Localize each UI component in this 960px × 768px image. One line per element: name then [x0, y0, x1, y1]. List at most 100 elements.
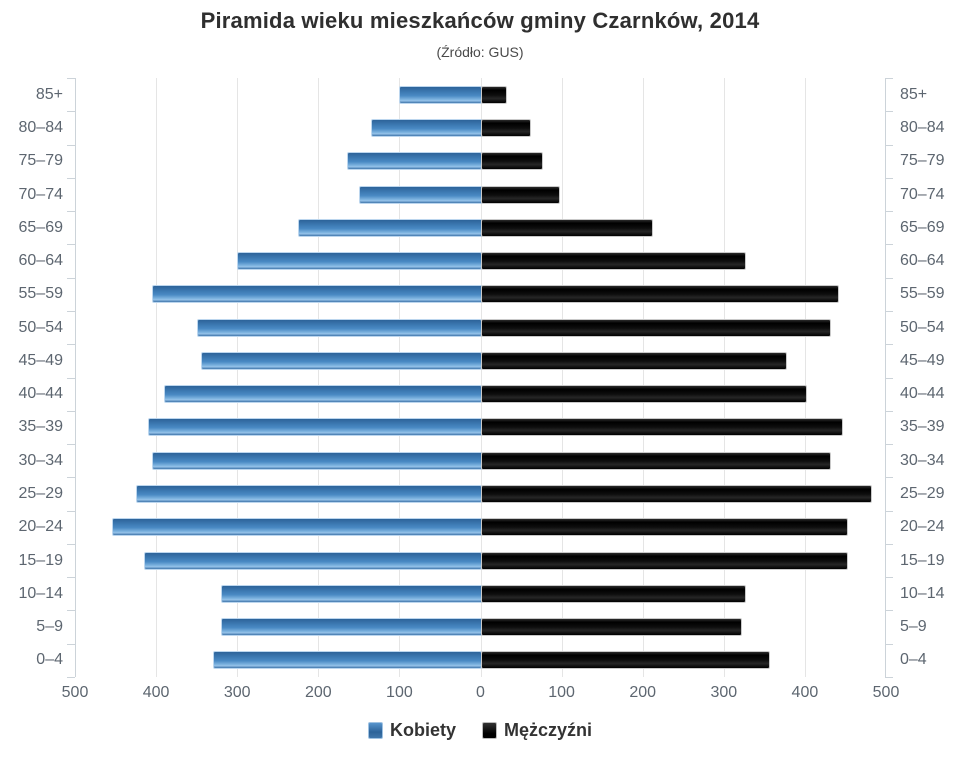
- axis-tick: [67, 544, 75, 545]
- female-bar: [111, 518, 483, 537]
- plot-area: [67, 78, 893, 678]
- axis-tick: [67, 78, 75, 79]
- female-bar: [399, 85, 483, 104]
- age-label-right: 15–19: [900, 551, 945, 569]
- female-bar: [152, 451, 483, 470]
- female-bar: [148, 418, 483, 437]
- gridline: [237, 78, 239, 677]
- age-labels-left: 85+ 80–84 75–79 70–74 65–69 60–64 55–59 50–54 45…: [0, 78, 64, 677]
- axis-tick: [885, 344, 893, 345]
- age-label-right: 75–79: [900, 152, 945, 170]
- age-label-right: 0–4: [900, 651, 927, 669]
- age-label-right: 35–39: [900, 418, 945, 436]
- age-label-right: 30–34: [900, 451, 945, 469]
- gridline: [804, 78, 806, 677]
- axis-tick: [67, 278, 75, 279]
- axis-tick: [885, 78, 893, 79]
- gridline: [723, 78, 725, 677]
- axis-tick: [67, 344, 75, 345]
- male-bar: [480, 351, 787, 370]
- chart-title: Piramida wieku mieszkańców gminy Czarnkó…: [200, 8, 760, 33]
- axis-tick: [885, 278, 893, 279]
- axis-tick: [67, 111, 75, 112]
- age-label-left: 45–49: [18, 351, 64, 369]
- x-axis-tick-label: 500: [61, 684, 89, 701]
- gridline: [642, 78, 644, 677]
- male-bar: [480, 551, 848, 570]
- age-label-left: 25–29: [18, 485, 64, 502]
- axis-tick: [885, 411, 893, 412]
- axis-tick: [885, 311, 893, 312]
- female-bar: [164, 385, 483, 404]
- male-bar: [480, 584, 747, 603]
- male-bar: [480, 518, 848, 537]
- female-bar: [135, 485, 483, 503]
- age-label-left: 80–84: [18, 118, 64, 136]
- legend-item-male[interactable]: Mężczyźni: [481, 720, 592, 741]
- male-bar: [480, 651, 771, 670]
- gridline: [399, 78, 401, 677]
- axis-tick: [67, 444, 75, 445]
- age-label-right: 60–64: [900, 252, 945, 269]
- male-bar: [480, 385, 807, 404]
- age-labels-right: 85+ 80–84 75–79 70–74 65–69 60–64 55–59 50–54 45…: [900, 78, 960, 677]
- male-bar: [480, 285, 840, 304]
- age-label-right: 45–49: [900, 351, 945, 369]
- axis-tick: [885, 644, 893, 645]
- x-axis-tick-label: 100: [386, 684, 413, 701]
- x-axis-labels: 500 400 300 200 100 0 100 200 300 400 500: [62, 684, 900, 706]
- male-swatch-icon: [481, 722, 497, 739]
- male-bar: [480, 118, 532, 137]
- age-label-left: 75–79: [18, 152, 64, 170]
- female-bar: [212, 651, 483, 670]
- male-bar: [480, 618, 742, 637]
- axis-tick: [67, 178, 75, 179]
- female-bar: [143, 551, 483, 570]
- male-bar: [480, 185, 560, 204]
- axis-tick: [67, 145, 75, 146]
- female-bar: [221, 618, 483, 637]
- x-axis-tick-label: 400: [791, 684, 819, 701]
- legend-item-female[interactable]: Kobiety: [367, 720, 456, 741]
- axis-tick: [885, 544, 893, 545]
- x-axis-tick-label: 400: [142, 684, 170, 701]
- female-bar: [152, 285, 483, 304]
- female-swatch-icon: [367, 722, 383, 739]
- axis-tick: [67, 244, 75, 245]
- axis-tick: [67, 211, 75, 212]
- legend: Kobiety Mężczyźni: [0, 720, 960, 741]
- age-label-right: 65–69: [900, 218, 945, 236]
- age-label-left: 65–69: [18, 218, 64, 236]
- age-label-left: 60–64: [18, 252, 64, 269]
- axis-tick: [885, 444, 893, 445]
- axis-tick: [67, 477, 75, 478]
- age-label-right: 10–14: [900, 584, 945, 602]
- age-label-right: 20–24: [900, 518, 945, 536]
- axis-line-left: [75, 78, 76, 677]
- x-axis-tick-label: 0: [476, 684, 485, 701]
- axis-line-right: [885, 78, 886, 677]
- x-axis-tick-label: 300: [710, 684, 738, 701]
- female-bar: [371, 118, 483, 137]
- age-label-left: 35–39: [18, 418, 64, 436]
- axis-tick: [67, 311, 75, 312]
- male-bar: [480, 451, 832, 470]
- age-label-right: 25–29: [900, 485, 945, 502]
- axis-tick: [885, 178, 893, 179]
- age-label-left: 70–74: [18, 185, 64, 203]
- axis-tick: [67, 378, 75, 379]
- male-bar: [480, 485, 872, 503]
- axis-tick: [885, 610, 893, 611]
- female-bar: [196, 318, 483, 337]
- age-label-left: 15–19: [18, 551, 64, 569]
- age-label-right: 70–74: [900, 185, 945, 203]
- gridline: [156, 78, 158, 677]
- x-axis-tick-label: 200: [629, 684, 657, 701]
- age-label-left: 55–59: [18, 285, 64, 303]
- male-bar: [480, 252, 747, 270]
- age-label-left: 10–14: [18, 584, 64, 602]
- axis-tick: [885, 244, 893, 245]
- axis-tick: [67, 644, 75, 645]
- axis-tick: [885, 677, 893, 678]
